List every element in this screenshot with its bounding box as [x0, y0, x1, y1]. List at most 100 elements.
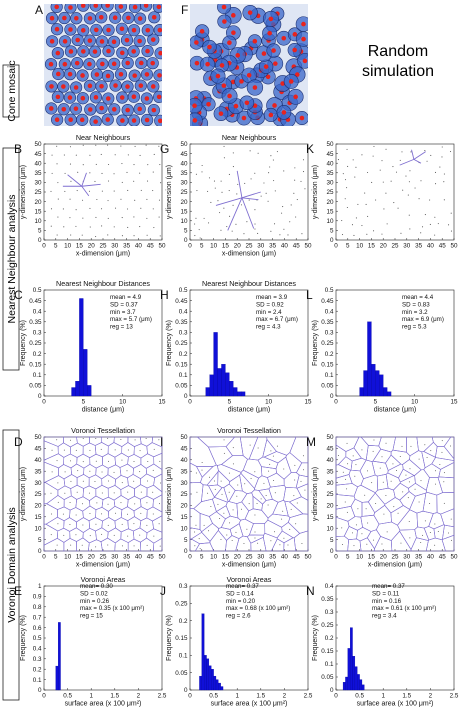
- voronoi-cell: [360, 474, 378, 494]
- cone-nucleus: [267, 30, 272, 36]
- data-point: [107, 200, 109, 202]
- y-tick-label: 0.6: [33, 625, 42, 632]
- neighbour-spoke: [67, 174, 83, 187]
- voronoi-i: 0 5 10 15 20 25 30 35 40 45 5005101520253035404550…: [160, 426, 312, 569]
- data-point: [107, 180, 110, 182]
- voronoi-cell: [423, 526, 436, 541]
- cone-nucleus: [268, 16, 274, 22]
- cone-nucleus: [87, 83, 93, 89]
- cone-nucleus: [158, 50, 162, 56]
- cone-nucleus: [221, 83, 227, 88]
- data-point: [158, 199, 161, 201]
- histogram-bar: [375, 370, 380, 397]
- data-point: [426, 456, 428, 458]
- x-tick-label: 1.5: [402, 693, 411, 700]
- cone-nucleus: [288, 79, 294, 84]
- data-point: [134, 439, 136, 441]
- panel-letter: A: [35, 3, 43, 17]
- data-point: [290, 204, 292, 206]
- data-point: [201, 171, 203, 173]
- y-tick-label: 50: [34, 141, 42, 148]
- x-tick-label: 40: [135, 243, 143, 250]
- neighbour-spoke: [241, 197, 259, 201]
- x-tick-label: 0: [334, 243, 338, 250]
- x-tick-label: 50: [304, 243, 312, 250]
- data-point: [450, 539, 452, 541]
- stat-line: SD = 0.14: [226, 590, 254, 597]
- cone-nucleus: [73, 106, 79, 111]
- x-tick-label: 5: [228, 399, 232, 406]
- x-axis-label: x-dimension (μm): [76, 562, 130, 569]
- cone-nucleus: [194, 60, 200, 66]
- cone-nucleus: [111, 107, 117, 112]
- histogram-bar: [359, 679, 363, 691]
- data-point: [352, 159, 354, 161]
- cone-nucleus: [131, 27, 137, 33]
- voronoi-cell: [248, 436, 268, 461]
- cone-nucleus: [222, 19, 227, 24]
- data-point: [50, 190, 52, 192]
- data-point: [219, 212, 221, 214]
- cone-nucleus: [131, 118, 137, 123]
- data-point: [207, 190, 209, 192]
- voronoi-cell: [263, 532, 278, 552]
- neighbour-spoke: [215, 197, 243, 206]
- data-point: [139, 154, 141, 157]
- voronoi-cell: [89, 495, 104, 511]
- data-point: [379, 169, 381, 171]
- histogram-bar: [83, 349, 88, 397]
- cone-nucleus: [105, 96, 111, 101]
- data-point: [400, 542, 402, 544]
- data-point: [134, 199, 136, 201]
- cone-nucleus: [145, 27, 151, 33]
- cone-nucleus: [87, 38, 93, 43]
- data-point: [354, 475, 356, 477]
- data-point: [231, 230, 233, 232]
- data-point: [203, 524, 205, 526]
- plot-frame: [43, 436, 163, 552]
- cone-nucleus: [111, 39, 117, 45]
- cone-nucleus: [192, 118, 198, 123]
- voronoi-cell: [367, 492, 386, 514]
- voronoi-cell: [239, 436, 259, 460]
- voronoi-cell: [257, 456, 279, 470]
- data-point: [69, 217, 71, 219]
- data-point: [158, 503, 160, 505]
- data-point: [228, 173, 230, 176]
- voronoi-cell: [375, 521, 401, 541]
- data-point: [267, 200, 269, 202]
- y-tick-label: 35: [34, 468, 42, 475]
- voronoi-cell: [207, 446, 233, 466]
- data-point: [214, 187, 216, 189]
- histogram-bar: [79, 298, 84, 397]
- data-point: [152, 190, 154, 192]
- data-point: [353, 234, 355, 237]
- data-point: [63, 226, 65, 228]
- y-tick-label: 0.1: [325, 372, 334, 379]
- y-tick-label: 40: [326, 457, 334, 464]
- cone-nucleus: [48, 106, 54, 111]
- cone-nucleus: [112, 15, 118, 21]
- data-point: [69, 460, 71, 462]
- cone-nucleus: [144, 72, 150, 77]
- cone-nucleus: [80, 95, 86, 101]
- y-axis-label: Frequency (%): [312, 615, 319, 661]
- data-point: [69, 163, 71, 165]
- plot-frame: [189, 436, 309, 552]
- data-point: [420, 180, 422, 182]
- y-tick-label: 10: [326, 218, 334, 225]
- histogram-bar: [363, 370, 368, 397]
- voronoi-cell: [414, 469, 430, 491]
- y-tick-label: 5: [38, 537, 42, 544]
- voronoi-cell: [276, 530, 294, 544]
- histogram-bar: [383, 387, 388, 397]
- data-point: [371, 482, 373, 484]
- stat-line: min = 0.26: [80, 598, 110, 605]
- data-point: [372, 450, 374, 452]
- y-tick-label: 30: [180, 180, 188, 187]
- x-tick-label: 50: [158, 554, 166, 561]
- cone-mosaic-photo-f: F: [181, 3, 308, 126]
- voronoi-cell: [189, 538, 200, 552]
- data-point: [300, 180, 302, 182]
- data-point: [385, 494, 387, 496]
